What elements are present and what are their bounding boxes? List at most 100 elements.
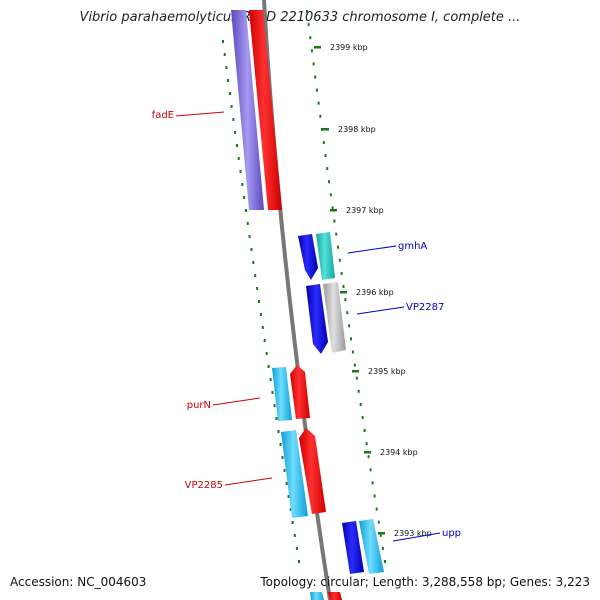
track-dot bbox=[265, 352, 268, 355]
map-title: Vibrio parahaemolyticus RIMD 2210633 chr… bbox=[79, 10, 521, 25]
feature-blocks bbox=[231, 10, 384, 600]
kbp-tick-label: 2398 kbp bbox=[338, 125, 376, 134]
track-dot bbox=[355, 376, 358, 380]
track-dot bbox=[222, 40, 224, 43]
gene-labels: fadE gmhA VP2287 purN VP2285 upp bbox=[152, 110, 461, 542]
gene-gmha-block[interactable] bbox=[298, 234, 318, 280]
track-dot bbox=[273, 404, 276, 407]
gene-label-upp[interactable]: upp bbox=[442, 528, 461, 539]
track-dot bbox=[363, 429, 366, 432]
topology-label: Topology: circular; Length: 3,288,558 bp… bbox=[260, 575, 590, 589]
track-dot bbox=[309, 36, 312, 40]
track-dot bbox=[379, 533, 382, 537]
gene-label-gmha[interactable]: gmhA bbox=[398, 241, 427, 252]
track-dot bbox=[232, 118, 235, 121]
track-dot bbox=[291, 521, 294, 524]
gene-fade-partner-block[interactable] bbox=[249, 10, 282, 210]
track-dot bbox=[373, 494, 376, 498]
gene-purn-partner-block[interactable] bbox=[290, 365, 310, 419]
track-dot bbox=[342, 285, 345, 288]
track-dot bbox=[337, 245, 339, 249]
track-dot bbox=[267, 365, 270, 368]
track-dot bbox=[250, 248, 253, 251]
accession-label: Accession: NC_004603 bbox=[10, 575, 147, 589]
track-dot bbox=[234, 131, 237, 134]
gene-vp2287-partner-block[interactable] bbox=[323, 282, 346, 353]
track-dot bbox=[384, 560, 386, 563]
track-dot bbox=[348, 324, 351, 328]
track-dot bbox=[314, 75, 317, 79]
gene-leader-line bbox=[392, 532, 441, 542]
track-dot bbox=[223, 53, 226, 56]
track-dot bbox=[298, 560, 300, 563]
kbp-tick-label: 2395 kbp bbox=[368, 367, 406, 376]
track-dot bbox=[381, 546, 384, 550]
track-dot bbox=[225, 66, 228, 69]
track-dot bbox=[312, 62, 315, 66]
track-dot bbox=[237, 157, 240, 160]
kbp-ticks: 2399 kbp 2398 kbp 2397 kbp 2396 kbp 2395 kbp… bbox=[314, 43, 432, 538]
track-dot bbox=[283, 469, 286, 472]
tick-mark bbox=[322, 128, 329, 131]
track-dot bbox=[375, 507, 378, 511]
track-dot bbox=[243, 196, 246, 199]
track-dot bbox=[279, 443, 282, 446]
track-dot bbox=[256, 287, 259, 290]
gene-label-purn[interactable]: purN bbox=[187, 400, 211, 411]
gene-leader-line bbox=[224, 477, 273, 486]
track-dot bbox=[275, 417, 278, 420]
track-dot bbox=[335, 232, 338, 236]
track-dot bbox=[359, 402, 362, 406]
track-dot bbox=[331, 206, 334, 210]
track-dot bbox=[328, 180, 330, 184]
track-dot bbox=[252, 261, 255, 264]
gene-vp2285-partner-block[interactable] bbox=[299, 428, 326, 514]
track-dot bbox=[307, 23, 310, 27]
kbp-tick-label: 2393 kbp bbox=[394, 529, 432, 538]
track-dot bbox=[326, 167, 329, 171]
track-dot bbox=[271, 391, 274, 394]
gene-bottom-partial-block-2[interactable] bbox=[328, 592, 342, 600]
track-dot bbox=[315, 88, 318, 92]
track-dot bbox=[369, 468, 372, 472]
track-dot bbox=[310, 49, 313, 53]
tick-mark bbox=[340, 291, 347, 294]
gene-label-vp2287[interactable]: VP2287 bbox=[406, 302, 444, 313]
track-dot bbox=[340, 271, 343, 275]
gene-label-fade[interactable]: fadE bbox=[152, 110, 174, 121]
gene-vp2285-block[interactable] bbox=[281, 430, 308, 518]
gene-gmha-partner-block[interactable] bbox=[316, 232, 335, 280]
track-dot bbox=[357, 389, 360, 393]
gene-leader-line bbox=[356, 306, 405, 315]
tick-mark bbox=[364, 451, 371, 454]
gene-vp2287-block[interactable] bbox=[306, 284, 328, 354]
gene-upp-block[interactable] bbox=[342, 521, 364, 574]
gene-fade-block[interactable] bbox=[231, 10, 264, 210]
track-dot bbox=[367, 455, 370, 459]
track-dot bbox=[346, 311, 349, 315]
gene-leader-line bbox=[175, 111, 225, 117]
track-dot bbox=[361, 416, 364, 419]
track-dot bbox=[269, 378, 272, 381]
track-dot bbox=[259, 313, 262, 316]
gene-leader-line bbox=[212, 397, 261, 406]
gene-purn-block[interactable] bbox=[272, 367, 292, 421]
track-dot bbox=[258, 300, 260, 303]
gene-label-vp2285[interactable]: VP2285 bbox=[185, 480, 223, 491]
track-dot bbox=[329, 193, 332, 197]
kbp-tick-label: 2397 kbp bbox=[346, 206, 384, 215]
track-dot bbox=[239, 170, 242, 173]
track-dot bbox=[254, 274, 257, 277]
track-dot bbox=[277, 430, 280, 433]
track-dot bbox=[241, 183, 244, 186]
track-dot bbox=[377, 520, 380, 524]
gene-bottom-partial-block[interactable] bbox=[310, 592, 324, 600]
track-dot bbox=[246, 222, 249, 225]
track-dot bbox=[319, 114, 322, 118]
right-dotted-track bbox=[306, 10, 386, 563]
gene-upp-partner-block[interactable] bbox=[359, 519, 384, 574]
tick-mark bbox=[330, 209, 337, 212]
kbp-tick-label: 2394 kbp bbox=[380, 448, 418, 457]
track-dot bbox=[351, 350, 354, 354]
